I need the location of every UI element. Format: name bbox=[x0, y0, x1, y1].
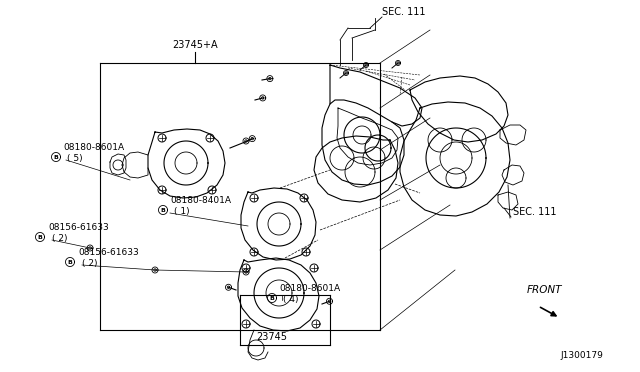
Text: 08156-61633: 08156-61633 bbox=[48, 223, 109, 232]
Text: J1300179: J1300179 bbox=[560, 351, 603, 360]
Text: 08180-8401A: 08180-8401A bbox=[170, 196, 231, 205]
Text: B: B bbox=[269, 295, 275, 301]
Text: 23745+A: 23745+A bbox=[172, 40, 218, 50]
Text: ( 5): ( 5) bbox=[67, 154, 83, 163]
Text: FRONT: FRONT bbox=[527, 285, 563, 295]
Text: ( 2): ( 2) bbox=[52, 234, 67, 243]
Text: B: B bbox=[161, 208, 165, 212]
Text: ( 2): ( 2) bbox=[82, 259, 97, 268]
Text: SEC. 111: SEC. 111 bbox=[382, 7, 426, 17]
Text: ( 4): ( 4) bbox=[283, 295, 298, 304]
Text: ( 1): ( 1) bbox=[174, 207, 189, 216]
Text: 08180-8601A: 08180-8601A bbox=[279, 284, 340, 293]
Text: SEC. 111: SEC. 111 bbox=[513, 207, 557, 217]
Text: B: B bbox=[54, 154, 58, 160]
Text: 08156-61633: 08156-61633 bbox=[78, 248, 139, 257]
Text: 08180-8601A: 08180-8601A bbox=[63, 143, 124, 152]
Text: B: B bbox=[38, 234, 42, 240]
Text: 23745: 23745 bbox=[257, 332, 287, 342]
Text: B: B bbox=[68, 260, 72, 264]
